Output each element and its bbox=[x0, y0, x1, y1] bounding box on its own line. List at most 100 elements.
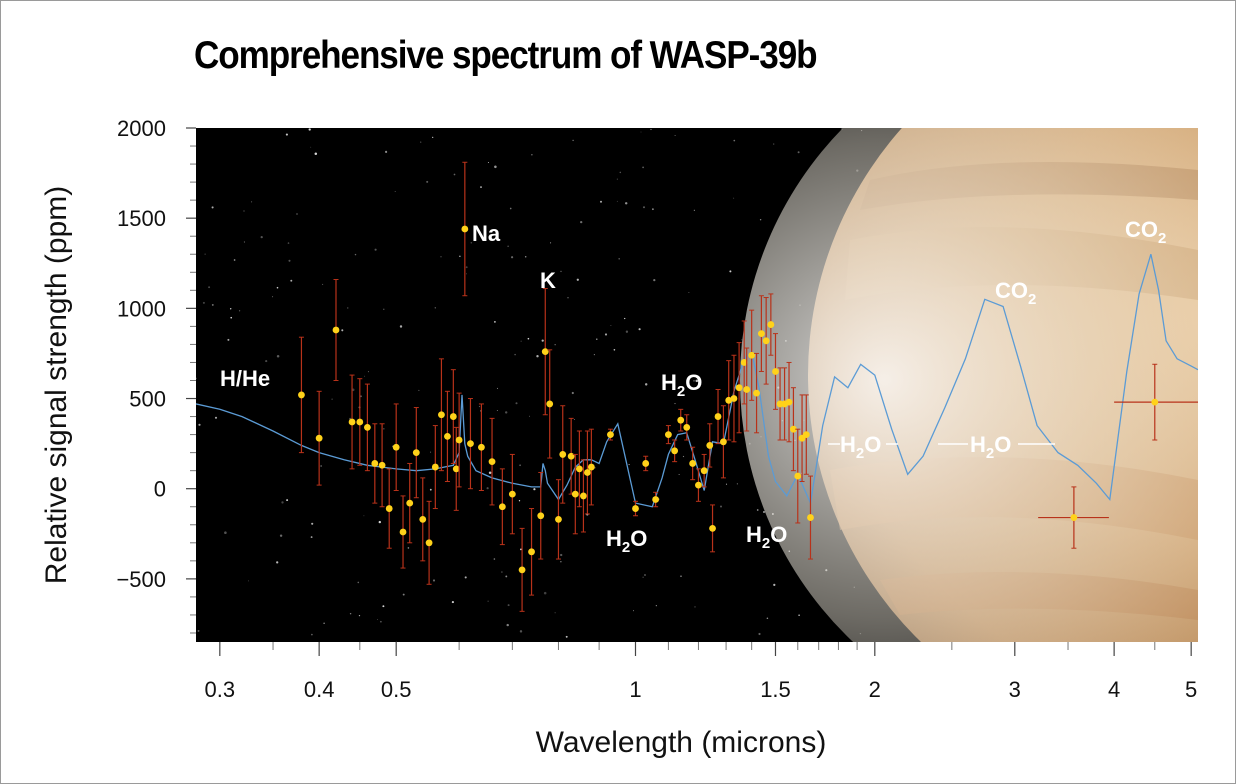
star bbox=[496, 409, 498, 411]
star bbox=[655, 605, 657, 607]
y-tick-label: −500 bbox=[116, 567, 166, 592]
data-point bbox=[488, 458, 496, 466]
star bbox=[494, 321, 496, 323]
star bbox=[288, 259, 291, 262]
star bbox=[576, 278, 579, 281]
star bbox=[773, 143, 775, 145]
annotation-label: H2O bbox=[661, 370, 702, 400]
star bbox=[496, 387, 498, 389]
star bbox=[550, 242, 552, 244]
star bbox=[567, 297, 569, 299]
star bbox=[509, 207, 512, 210]
star bbox=[211, 206, 214, 209]
data-point bbox=[607, 431, 614, 438]
star bbox=[364, 375, 366, 377]
star bbox=[729, 270, 732, 273]
star bbox=[733, 139, 736, 142]
y-tick-label: 1000 bbox=[117, 296, 166, 321]
star bbox=[323, 622, 325, 624]
star bbox=[759, 218, 762, 221]
star bbox=[357, 581, 360, 584]
y-axis: 2000 1500 1000 500 0 −500 bbox=[116, 116, 196, 634]
star bbox=[311, 633, 313, 636]
star bbox=[642, 166, 644, 169]
star bbox=[487, 600, 489, 602]
star bbox=[374, 248, 377, 251]
y-axis-label: Relative signal strength (ppm) bbox=[40, 186, 73, 585]
data-point bbox=[419, 515, 427, 523]
star bbox=[233, 259, 236, 261]
star bbox=[693, 380, 695, 382]
data-point bbox=[508, 490, 516, 498]
star bbox=[694, 606, 696, 608]
data-point bbox=[498, 503, 506, 511]
star bbox=[642, 576, 644, 578]
star bbox=[276, 355, 280, 358]
star bbox=[613, 348, 616, 351]
star bbox=[596, 338, 598, 340]
star bbox=[378, 520, 381, 524]
star bbox=[524, 256, 527, 258]
data-point bbox=[363, 423, 371, 431]
star bbox=[310, 536, 313, 539]
data-point bbox=[790, 425, 797, 433]
star bbox=[573, 418, 575, 421]
star bbox=[624, 317, 626, 320]
data-point bbox=[546, 400, 554, 408]
star bbox=[451, 601, 454, 604]
star bbox=[507, 245, 509, 247]
data-point bbox=[730, 395, 738, 402]
data-point bbox=[725, 396, 733, 404]
annotation-label: H2O bbox=[840, 432, 881, 462]
data-point bbox=[709, 524, 716, 532]
data-point bbox=[700, 467, 708, 475]
star bbox=[616, 200, 618, 202]
star bbox=[385, 150, 388, 153]
star bbox=[202, 301, 205, 304]
star bbox=[572, 139, 574, 142]
y-tick-label: 0 bbox=[154, 477, 166, 502]
star bbox=[519, 464, 521, 467]
star bbox=[204, 253, 206, 255]
data-point bbox=[478, 443, 485, 451]
data-point bbox=[444, 433, 451, 440]
star bbox=[653, 278, 656, 282]
star bbox=[493, 558, 496, 560]
star bbox=[520, 340, 522, 342]
star bbox=[527, 337, 530, 340]
star bbox=[358, 614, 361, 617]
star bbox=[198, 423, 201, 426]
data-point bbox=[455, 436, 463, 444]
star bbox=[519, 548, 522, 551]
data-point bbox=[371, 460, 379, 467]
annotation-label: CO2 bbox=[1125, 217, 1166, 247]
data-point bbox=[748, 351, 756, 359]
model-spectrum-line bbox=[196, 254, 1198, 508]
star bbox=[276, 286, 279, 289]
star bbox=[638, 328, 641, 331]
data-point bbox=[467, 440, 474, 448]
star bbox=[536, 355, 539, 358]
x-tick-label: 2 bbox=[869, 677, 881, 702]
star bbox=[725, 483, 728, 485]
data-point bbox=[431, 463, 439, 471]
data-point bbox=[753, 389, 760, 397]
star bbox=[308, 128, 311, 131]
star bbox=[229, 308, 232, 310]
star bbox=[674, 403, 676, 405]
data-point bbox=[772, 368, 779, 375]
data-point bbox=[762, 337, 770, 345]
data-point bbox=[575, 465, 583, 473]
star bbox=[243, 210, 245, 212]
star bbox=[243, 241, 245, 243]
star bbox=[394, 190, 396, 193]
star bbox=[347, 307, 349, 309]
star bbox=[688, 292, 690, 293]
star bbox=[279, 534, 283, 537]
y-tick-label: 2000 bbox=[117, 116, 166, 141]
data-point bbox=[652, 496, 660, 503]
star bbox=[453, 173, 456, 176]
data-point bbox=[757, 330, 765, 337]
data-point bbox=[452, 465, 460, 473]
star bbox=[399, 325, 403, 328]
